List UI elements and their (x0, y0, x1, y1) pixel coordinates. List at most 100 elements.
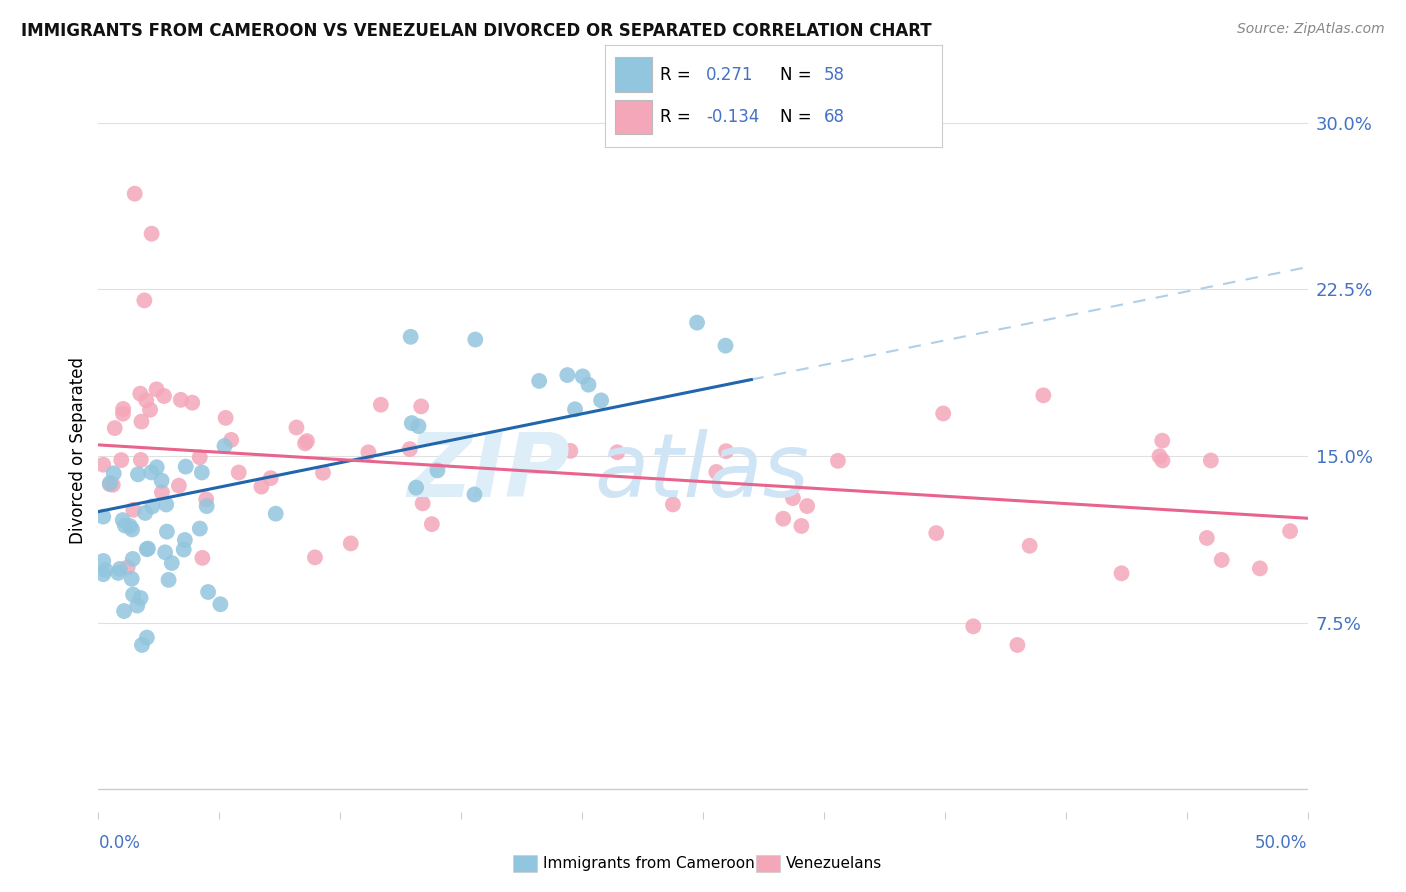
Point (426, 463, 449, 477)
Bar (614, 57, 652, 92)
Point (111, 513, 134, 527)
Text: R =: R = (661, 66, 690, 84)
Text: Source: ZipAtlas.com: Source: ZipAtlas.com (1237, 22, 1385, 37)
Point (411, 400, 433, 414)
Point (112, 604, 135, 618)
Point (214, 410, 236, 425)
Point (131, 415, 153, 429)
Point (1199, 453, 1222, 467)
Point (686, 316, 709, 330)
Point (181, 395, 204, 409)
Point (98, 477, 121, 491)
Point (312, 466, 335, 480)
Point (714, 338, 737, 352)
Point (662, 498, 685, 512)
Point (1152, 434, 1174, 448)
Point (772, 511, 794, 525)
Point (209, 597, 232, 611)
Point (214, 439, 236, 453)
Text: Immigrants from Cameroon: Immigrants from Cameroon (543, 856, 755, 871)
Point (1195, 531, 1218, 545)
Point (94, 563, 117, 577)
Point (127, 599, 149, 613)
Point (1152, 453, 1174, 467)
Point (420, 517, 443, 532)
Point (173, 533, 195, 547)
Point (107, 566, 129, 580)
Point (1279, 524, 1302, 538)
Point (191, 466, 214, 480)
Point (294, 436, 316, 450)
Point (925, 526, 948, 541)
Point (285, 420, 308, 434)
Text: N =: N = (780, 66, 811, 84)
Y-axis label: Divorced or Separated: Divorced or Separated (69, 357, 87, 544)
Point (129, 386, 152, 401)
Point (464, 333, 486, 347)
Point (150, 474, 173, 488)
Point (188, 522, 211, 536)
Point (167, 478, 190, 492)
Point (101, 477, 124, 491)
Point (104, 421, 127, 435)
Point (170, 392, 193, 407)
Text: 50.0%: 50.0% (1256, 834, 1308, 852)
Text: IMMIGRANTS FROM CAMEROON VS VENEZUELAN DIVORCED OR SEPARATED CORRELATION CHART: IMMIGRANTS FROM CAMEROON VS VENEZUELAN D… (21, 22, 932, 40)
Point (195, 492, 218, 507)
Point (1018, 539, 1040, 553)
Point (91, 554, 114, 568)
Point (408, 419, 430, 434)
Point (578, 377, 600, 392)
Point (782, 491, 804, 505)
Point (412, 496, 434, 510)
Point (139, 402, 162, 417)
Point (606, 445, 628, 459)
Point (150, 485, 173, 500)
Point (141, 466, 163, 480)
Point (704, 465, 727, 479)
Point (108, 562, 131, 576)
Point (564, 402, 586, 417)
Point (188, 450, 211, 465)
Point (111, 407, 134, 421)
Point (827, 454, 849, 468)
Point (103, 467, 125, 481)
Point (135, 542, 157, 557)
Point (463, 487, 485, 501)
Text: R =: R = (661, 108, 690, 126)
Text: 0.271: 0.271 (706, 66, 754, 84)
Point (1007, 638, 1029, 652)
Point (127, 467, 149, 482)
Point (250, 480, 273, 494)
Point (304, 550, 326, 565)
Point (121, 552, 143, 566)
Point (91, 509, 114, 524)
Point (129, 591, 152, 605)
Point (295, 434, 318, 448)
Point (714, 444, 737, 458)
Text: -0.134: -0.134 (706, 108, 759, 126)
Point (118, 519, 141, 533)
Point (571, 369, 593, 384)
Point (141, 500, 163, 514)
Point (153, 389, 176, 403)
Point (591, 393, 613, 408)
Text: ZIP: ZIP (408, 429, 569, 516)
Point (112, 401, 135, 416)
Point (1249, 561, 1271, 575)
Point (122, 502, 145, 516)
Point (134, 293, 156, 308)
Point (157, 573, 180, 587)
Point (135, 393, 157, 408)
Point (527, 374, 550, 388)
Point (219, 433, 242, 447)
Point (357, 445, 380, 459)
Point (339, 536, 361, 550)
Point (1032, 388, 1054, 402)
Point (260, 471, 283, 485)
Point (134, 506, 156, 520)
Point (195, 499, 218, 513)
Point (197, 585, 219, 599)
Point (145, 382, 167, 396)
Point (91, 458, 114, 472)
